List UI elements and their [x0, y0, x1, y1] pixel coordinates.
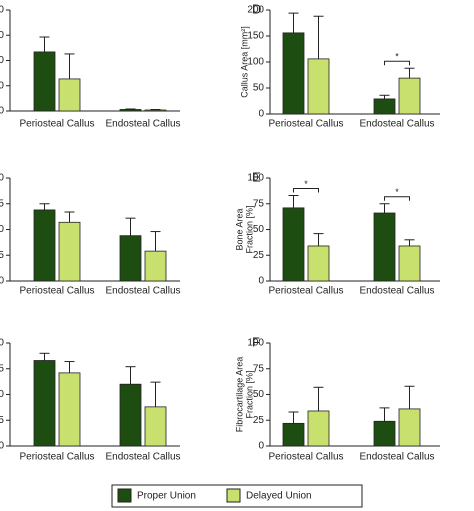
- y-tick-label: 0: [0, 106, 4, 117]
- bar: [58, 78, 81, 112]
- x-tick-label: Periosteal Callus: [19, 452, 94, 463]
- y-tick-label: 100: [0, 338, 4, 349]
- y-tick-label: 300: [0, 30, 4, 41]
- y-tick-label: 0: [258, 441, 264, 452]
- bar: [33, 360, 56, 447]
- y-axis-label: Fibrocartilage AreaFraction [%]: [235, 357, 255, 433]
- y-tick-label: 75: [253, 363, 265, 374]
- y-axis-label-line: Fraction [%]: [245, 205, 255, 253]
- y-tick-label: 25: [253, 415, 265, 426]
- legend-label: Proper Union: [137, 491, 196, 502]
- bar: [33, 209, 56, 282]
- bar: [144, 250, 167, 282]
- x-tick-label: Periosteal Callus: [268, 119, 343, 130]
- bar: [144, 109, 167, 112]
- bar: [282, 207, 305, 282]
- bar: [282, 422, 305, 447]
- significance-bracket: [384, 196, 410, 201]
- y-tick-label: 150: [247, 31, 264, 42]
- bar: [58, 221, 81, 282]
- y-tick-label: 100: [247, 57, 264, 68]
- y-tick-label: 100: [0, 173, 4, 184]
- significance-label: *: [395, 187, 399, 197]
- y-tick-label: 50: [253, 224, 265, 235]
- y-tick-label: 50: [0, 224, 4, 235]
- bar: [398, 245, 421, 282]
- x-tick-label: Periosteal Callus: [19, 286, 94, 297]
- y-axis-label-line: Fraction [%]: [245, 370, 255, 418]
- y-tick-label: 200: [247, 5, 264, 16]
- bar: [398, 77, 421, 115]
- y-tick-label: 100: [247, 173, 264, 184]
- legend-box: [111, 484, 363, 508]
- y-tick-label: 50: [253, 389, 265, 400]
- legend-swatch: [117, 488, 132, 503]
- y-tick-label: 0: [0, 276, 4, 287]
- bar: [373, 98, 396, 115]
- bar: [33, 51, 56, 112]
- y-tick-label: 50: [253, 83, 265, 94]
- legend-swatch: [226, 488, 241, 503]
- bar: [398, 408, 421, 447]
- significance-label: *: [395, 52, 399, 62]
- significance-bracket: [293, 188, 319, 193]
- significance-bracket: [384, 60, 410, 66]
- y-tick-label: 75: [253, 198, 265, 209]
- y-tick-label: 400: [0, 5, 4, 16]
- x-tick-label: Endosteal Callus: [359, 119, 434, 130]
- y-tick-label: 25: [0, 250, 4, 261]
- y-tick-label: 50: [0, 389, 4, 400]
- y-axis-label: Callus Area [mm²]: [239, 26, 249, 98]
- x-tick-label: Endosteal Callus: [105, 452, 180, 463]
- y-tick-label: 0: [258, 276, 264, 287]
- x-tick-label: Endosteal Callus: [359, 452, 434, 463]
- panel-label: E: [252, 169, 261, 184]
- x-tick-label: Periosteal Callus: [19, 119, 94, 130]
- bar: [282, 32, 305, 115]
- x-tick-label: Periosteal Callus: [268, 286, 343, 297]
- bar: [373, 212, 396, 282]
- bar: [307, 410, 330, 447]
- y-tick-label: 100: [0, 80, 4, 91]
- bar: [307, 58, 330, 115]
- panel-label: D: [252, 1, 261, 16]
- y-tick-label: 0: [0, 441, 4, 452]
- y-tick-label: 25: [253, 250, 265, 261]
- panel-label: F: [252, 334, 260, 349]
- significance-label: *: [304, 179, 308, 189]
- bar: [119, 109, 142, 112]
- bar: [58, 372, 81, 447]
- y-tick-label: 75: [0, 363, 4, 374]
- x-tick-label: Endosteal Callus: [105, 286, 180, 297]
- y-axis-label: Bone AreaFraction [%]: [235, 205, 255, 253]
- bar: [144, 406, 167, 447]
- y-tick-label: 25: [0, 415, 4, 426]
- bar: [119, 383, 142, 447]
- bar: [119, 235, 142, 282]
- y-axis-label-line: Bone Area: [235, 208, 245, 250]
- y-tick-label: 200: [0, 55, 4, 66]
- bar: [373, 420, 396, 447]
- legend-label: Delayed Union: [246, 491, 312, 502]
- y-tick-label: 100: [247, 338, 264, 349]
- x-tick-label: Endosteal Callus: [105, 119, 180, 130]
- bar: [307, 245, 330, 282]
- y-tick-label: 75: [0, 198, 4, 209]
- x-tick-label: Endosteal Callus: [359, 286, 434, 297]
- y-axis-label-line: Fibrocartilage Area: [235, 357, 245, 433]
- x-tick-label: Periosteal Callus: [268, 452, 343, 463]
- y-tick-label: 0: [258, 109, 264, 120]
